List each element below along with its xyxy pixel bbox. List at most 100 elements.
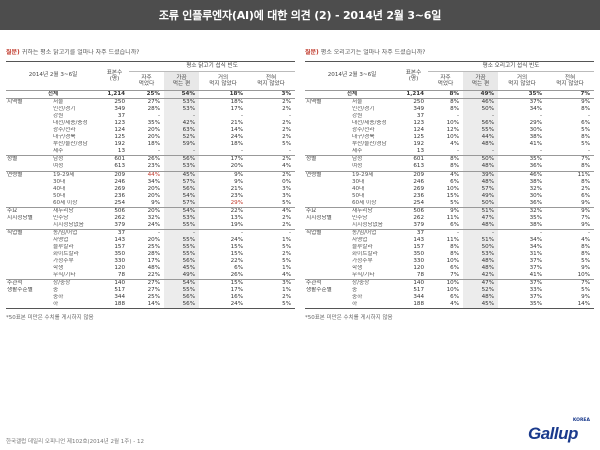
value-cell: - (498, 228, 547, 237)
value-cell: - (157, 148, 161, 155)
value-cell: - (247, 228, 296, 237)
row-label: 여성 (352, 163, 363, 170)
value-cell: - (463, 228, 499, 237)
value-cell: 7% (546, 89, 595, 100)
table-row: 생활수준별 중 517 10% 52% 33% 5% (305, 287, 594, 295)
value-cell: 9% (581, 294, 591, 301)
value-cell: 41% (529, 141, 543, 148)
row-label: 남성 (351, 155, 400, 164)
sample-size: 250 (399, 98, 429, 107)
row-group (6, 193, 52, 200)
row-label: 농/임/어업 (351, 228, 400, 237)
sample-size: 143 (114, 236, 126, 243)
table-row: 주요 새누리당 506 9% 51% 32% 9% (305, 206, 595, 215)
value-cell: 32% (498, 206, 547, 215)
value-cell: 1% (282, 287, 292, 294)
value-cell: 20% (147, 192, 161, 199)
row-group (6, 134, 52, 141)
value-cell: 25% (147, 243, 161, 250)
sample-size: 379 (413, 221, 425, 228)
value-cell: 29% (529, 120, 543, 127)
value-cell: - (129, 228, 165, 237)
sample-size: 246 (413, 178, 425, 185)
table-row: 지역별 서울 250 8% 46% 37% 9% (305, 98, 595, 107)
value-cell: 9% (546, 206, 595, 215)
table-row: 주관적 상/중상 140 10% 47% 37% 7% (305, 279, 595, 288)
value-cell: 30% (529, 192, 543, 199)
value-cell: 50% (463, 155, 499, 164)
value-cell: 17% (147, 258, 161, 265)
row-group (6, 258, 52, 265)
row-label: 민주당 (53, 214, 69, 221)
value-cell: 27% (147, 287, 161, 294)
value-cell: 36% (529, 199, 543, 206)
value-cell: 5% (282, 141, 292, 148)
value-cell: 20% (230, 163, 244, 170)
value-cell: 28% (147, 251, 161, 258)
value-cell: - (199, 228, 248, 237)
row-label: 서울 (351, 98, 400, 107)
value-cell: 15% (230, 243, 244, 250)
value-cell: 56% (164, 294, 200, 302)
sample-size: 344 (413, 294, 425, 301)
value-cell: 5% (581, 127, 591, 134)
value-cell: 2% (247, 170, 296, 179)
column-header: 가끔 먹는 편 (463, 71, 499, 91)
row-group: 주관적 (6, 279, 52, 288)
value-cell: 14% (230, 127, 244, 134)
row-group (305, 265, 351, 272)
value-cell: - (240, 148, 244, 155)
value-cell: 24% (147, 221, 161, 228)
value-cell: - (539, 113, 543, 120)
column-header: 자주 먹었다 (138, 75, 155, 87)
value-cell: 1% (282, 236, 292, 243)
value-cell: 2% (282, 134, 292, 141)
row-label: 자영업 (352, 236, 368, 243)
value-cell: 6% (450, 265, 460, 272)
value-cell: 34% (529, 236, 543, 243)
value-cell: 7% (546, 155, 595, 164)
footnote: *50표본 미만은 수치를 게시하지 않음 (6, 315, 94, 322)
value-cell: 48% (463, 294, 499, 302)
value-cell: 44% (463, 134, 499, 142)
panel-chicken: 질문) 귀하는 평소 닭고기를 얼마나 자주 드셨습니까? 2014년 2월 3~6… (6, 49, 296, 322)
value-cell: 5% (581, 287, 591, 294)
value-cell: 55% (463, 127, 499, 135)
value-cell: 35% (498, 301, 547, 310)
sample-size: 262 (413, 214, 425, 221)
row-label: 광주/전라 (352, 127, 375, 134)
sample-size: 601 (100, 155, 130, 164)
value-cell: 50% (463, 106, 499, 114)
question-body: 귀하는 평소 닭고기를 얼마나 자주 드셨습니까? (21, 49, 140, 56)
value-cell: 48% (463, 265, 499, 273)
row-group: 지역별 (6, 98, 52, 107)
value-cell: 5% (282, 199, 292, 206)
table-row: 지지정당없음 379 24% 55% 19% 2% (6, 221, 295, 230)
value-cell: 48% (463, 163, 499, 172)
value-cell: 48% (463, 221, 499, 230)
value-cell: 21% (230, 185, 244, 192)
value-cell: 4% (282, 272, 292, 279)
frequency-header: 평소 오리고기 섭식 빈도 (428, 61, 595, 72)
value-cell: 15% (446, 192, 460, 199)
row-label: 학생 (53, 265, 64, 272)
value-cell: - (164, 148, 200, 156)
value-cell: 8% (450, 243, 460, 250)
value-cell: 59% (164, 141, 200, 149)
value-cell: 42% (463, 272, 499, 280)
row-label: 지지정당없음 (53, 221, 84, 228)
sample-size: 37 (100, 228, 130, 237)
row-group (6, 179, 52, 186)
table-row: 대구/경북 125 20% 52% 24% 2% (6, 134, 295, 142)
row-group (305, 120, 351, 127)
value-cell: 8% (581, 106, 591, 113)
table-row: 제주 13- - - - (6, 148, 295, 156)
value-cell: 26% (129, 155, 165, 164)
value-cell: 25% (129, 89, 165, 100)
value-cell: 8% (581, 243, 591, 250)
value-cell: 55% (164, 243, 200, 252)
value-cell: 3% (282, 192, 292, 199)
value-cell: - (587, 113, 591, 120)
value-cell: - (539, 148, 543, 155)
value-cell: 2% (282, 127, 292, 134)
